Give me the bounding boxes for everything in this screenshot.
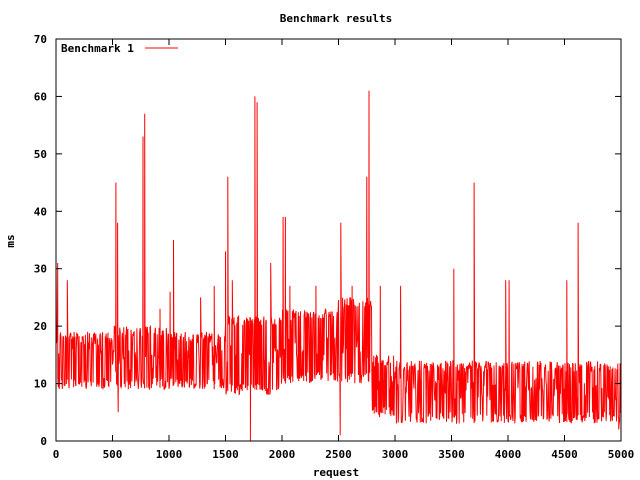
x-tick-label: 1500 [212, 448, 239, 461]
x-tick-label: 2500 [325, 448, 352, 461]
y-tick-label: 20 [34, 320, 47, 333]
x-tick-label: 3500 [438, 448, 465, 461]
y-axis-label: ms [4, 234, 17, 247]
x-tick-label: 2000 [269, 448, 296, 461]
chart-title: Benchmark results [280, 12, 393, 25]
y-tick-label: 0 [40, 435, 47, 448]
plot-series [55, 90, 621, 442]
y-axis: 0 10 20 30 40 50 60 70 [34, 33, 621, 448]
y-tick-label: 50 [34, 148, 47, 161]
legend: Benchmark 1 [61, 42, 178, 55]
x-axis-label: request [313, 466, 359, 479]
x-tick-label: 5000 [608, 448, 635, 461]
x-tick-label: 1000 [156, 448, 183, 461]
y-tick-label: 60 [34, 90, 47, 103]
y-tick-label: 40 [34, 205, 47, 218]
series-line-benchmark-1 [55, 90, 621, 442]
x-axis: 0 500 1000 1500 2000 2500 3000 3500 4000 4500 5000 [53, 39, 635, 461]
x-tick-label: 3000 [382, 448, 409, 461]
x-tick-label: 500 [103, 448, 123, 461]
legend-label: Benchmark 1 [61, 42, 134, 55]
y-tick-label: 70 [34, 33, 47, 46]
y-tick-label: 30 [34, 263, 47, 276]
x-tick-label: 0 [53, 448, 60, 461]
x-tick-label: 4500 [551, 448, 578, 461]
x-tick-label: 4000 [495, 448, 522, 461]
y-tick-label: 10 [34, 378, 47, 391]
